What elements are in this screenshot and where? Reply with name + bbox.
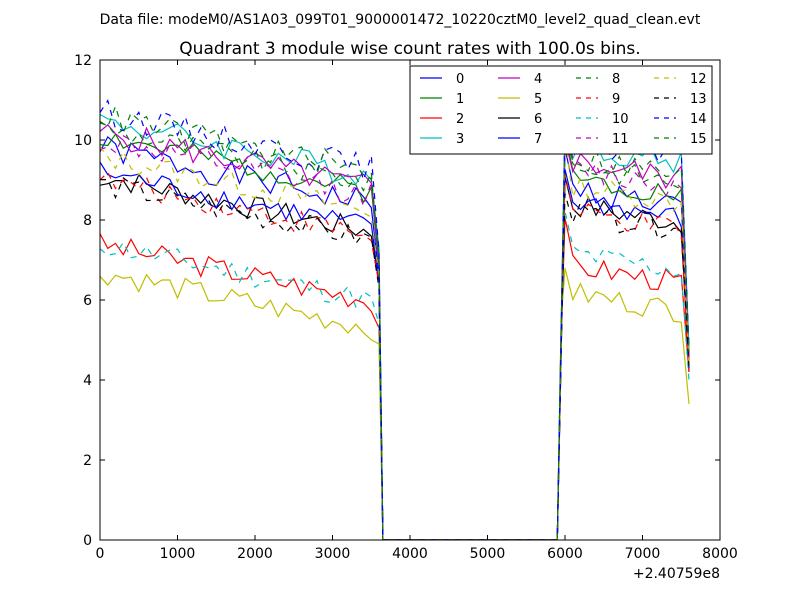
series-layer <box>100 99 690 540</box>
x-tick-label-3: 3000 <box>315 546 351 562</box>
y-tick-label-2: 4 <box>83 373 92 389</box>
ticks-layer: 0 1000 2000 3000 4000 5000 6000 7000 80000246810… <box>74 53 738 562</box>
legend-label-3: 3 <box>456 132 464 147</box>
legend-label-4: 4 <box>534 72 542 87</box>
series-line-6 <box>100 173 690 540</box>
legend-label-11: 11 <box>612 132 629 147</box>
x-tick-label-0: 0 <box>96 546 105 562</box>
series-line-13 <box>100 177 690 540</box>
legend-label-8: 8 <box>612 72 620 87</box>
series-line-14 <box>100 99 690 540</box>
series-line-10 <box>100 211 690 540</box>
legend-label-10: 10 <box>612 112 629 127</box>
legend-label-5: 5 <box>534 92 542 107</box>
y-tick-label-3: 6 <box>83 293 92 309</box>
x-tick-label-5: 5000 <box>470 546 506 562</box>
legend-box <box>409 65 713 155</box>
legend-label-13: 13 <box>690 92 707 107</box>
y-tick-label-5: 10 <box>74 133 92 149</box>
legend-label-0: 0 <box>456 72 464 87</box>
series-line-11 <box>100 124 690 540</box>
x-tick-label-1: 1000 <box>160 546 196 562</box>
legend-label-12: 12 <box>690 72 707 87</box>
x-offset-label: +2.40759e8 <box>633 566 720 582</box>
series-line-7 <box>100 161 690 540</box>
legend-label-7: 7 <box>534 132 542 147</box>
series-line-12 <box>100 136 690 540</box>
chart-title: Quadrant 3 module wise count rates with … <box>179 39 640 59</box>
x-tick-label-2: 2000 <box>237 546 273 562</box>
series-line-2 <box>100 217 690 540</box>
legend-label-6: 6 <box>534 112 542 127</box>
legend-label-15: 15 <box>690 132 707 147</box>
series-line-8 <box>100 122 690 540</box>
x-tick-label-8: 8000 <box>702 546 738 562</box>
legend-label-2: 2 <box>456 112 464 127</box>
series-line-4 <box>100 123 690 540</box>
legend-label-1: 1 <box>456 92 464 107</box>
y-tick-label-4: 8 <box>83 213 92 229</box>
series-line-9 <box>100 171 690 540</box>
series-line-3 <box>100 113 690 540</box>
x-tick-label-7: 7000 <box>625 546 661 562</box>
y-tick-label-6: 12 <box>74 53 92 69</box>
chart-suptitle: Data file: modeM0/AS1A03_099T01_90000014… <box>100 12 701 28</box>
x-tick-label-4: 4000 <box>392 546 428 562</box>
series-line-5 <box>100 267 690 540</box>
x-tick-label-6: 6000 <box>547 546 583 562</box>
series-line-0 <box>100 135 690 540</box>
legend-label-9: 9 <box>612 92 620 107</box>
y-tick-label-0: 0 <box>83 533 92 549</box>
y-tick-label-1: 2 <box>83 453 92 469</box>
legend-label-14: 14 <box>690 112 707 127</box>
series-line-1 <box>100 132 690 540</box>
